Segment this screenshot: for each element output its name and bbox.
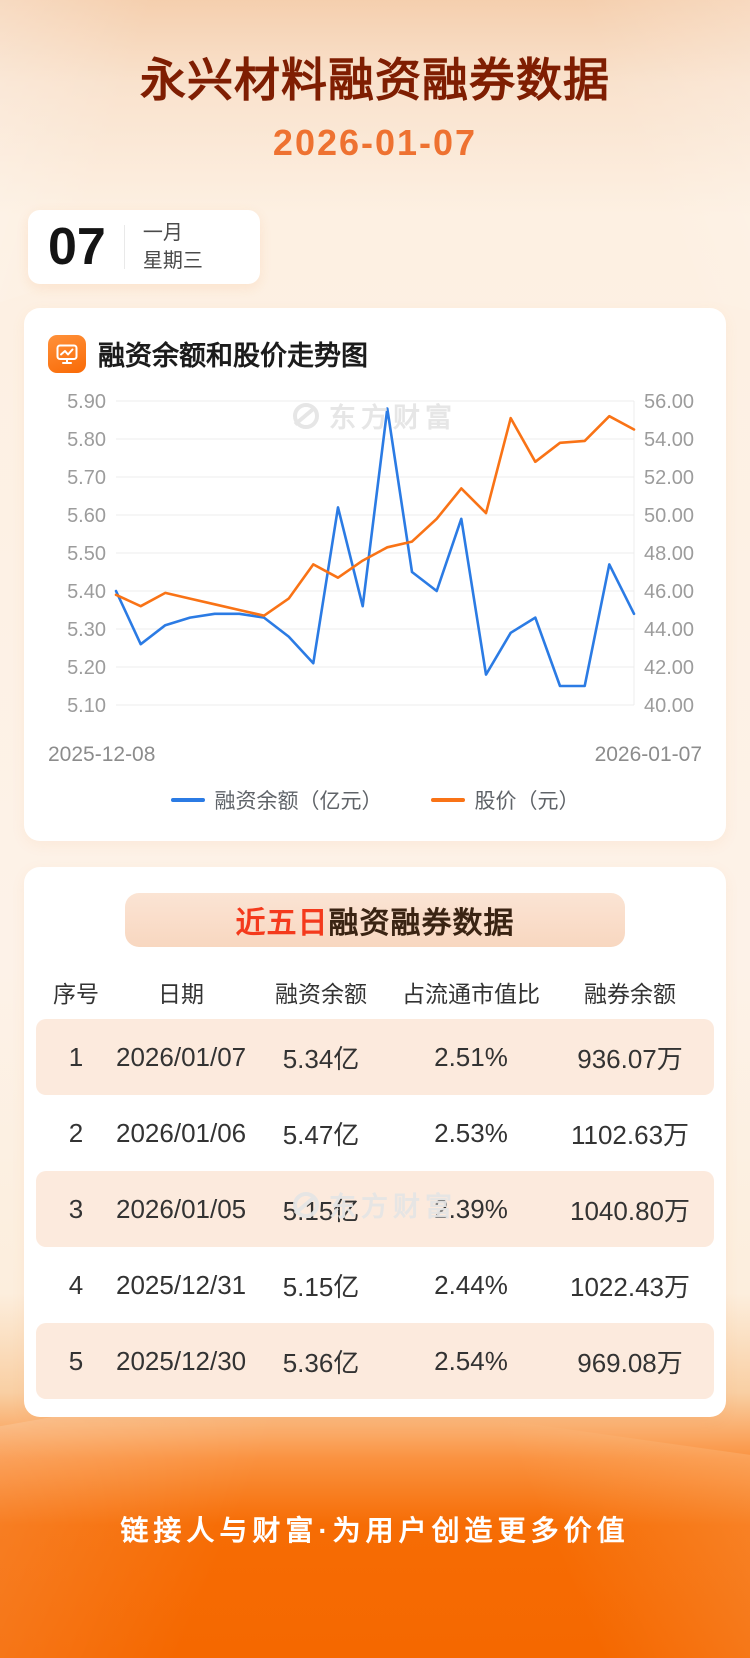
cell-short-balance: 1102.63万 — [570, 1119, 690, 1150]
svg-text:5.30: 5.30 — [67, 619, 106, 641]
svg-text:5.50: 5.50 — [67, 543, 106, 565]
col-header-date: 日期 — [158, 981, 204, 1007]
cell-index: 4 — [68, 1269, 84, 1300]
cell-ratio: 2.54% — [434, 1345, 508, 1376]
legend-swatch-orange — [430, 798, 465, 802]
month-label: 一月 — [142, 222, 183, 244]
table-row: 3 2026/01/05 5.15亿 2.39% 1040.80万 — [36, 1171, 714, 1247]
svg-text:5.20: 5.20 — [67, 657, 106, 679]
svg-text:5.70: 5.70 — [67, 467, 106, 489]
chart-monitor-icon — [48, 334, 86, 373]
cell-date: 2025/12/30 — [116, 1345, 247, 1376]
table-row: 4 2025/12/31 5.15亿 2.44% 1022.43万 — [36, 1247, 714, 1323]
cell-date: 2026/01/06 — [116, 1117, 247, 1148]
table-title-highlight: 近五日 — [235, 907, 329, 940]
svg-text:52.00: 52.00 — [644, 467, 694, 489]
cell-index: 1 — [68, 1041, 84, 1072]
col-header-ratio: 占流通市值比 — [402, 981, 540, 1007]
five-day-table: 序号 日期 融资余额 占流通市值比 融券余额 1 2026/01/07 5.34… — [36, 965, 714, 1399]
cell-ratio: 2.53% — [434, 1117, 508, 1148]
table-title-badge: 近五日 融资融券数据 — [125, 893, 625, 947]
cell-balance: 5.34亿 — [282, 1043, 360, 1074]
svg-text:46.00: 46.00 — [644, 581, 694, 603]
footer: 链接人与财富·为用户创造更多价值 — [0, 1400, 750, 1658]
svg-text:5.40: 5.40 — [67, 581, 106, 603]
svg-text:48.00: 48.00 — [644, 543, 694, 565]
x-axis-labels: 2025-12-08 2026-01-07 — [48, 743, 702, 767]
chart-card: 融资余额和股价走势图 东方财富 5.90 56.00 5.80 54.00 5.70 52… — [24, 308, 726, 841]
cell-index: 2 — [68, 1117, 84, 1148]
chart-title: 融资余额和股价走势图 — [98, 341, 368, 371]
cell-date: 2026/01/07 — [116, 1041, 247, 1072]
svg-text:40.00: 40.00 — [644, 695, 694, 717]
day-number: 07 — [48, 218, 106, 276]
col-header-index: 序号 — [53, 981, 99, 1007]
svg-text:54.00: 54.00 — [644, 429, 694, 451]
date-card: 07 一月 星期三 — [28, 210, 260, 284]
legend-swatch-blue — [170, 798, 205, 802]
svg-text:44.00: 44.00 — [644, 619, 694, 641]
cell-date: 2025/12/31 — [116, 1269, 247, 1300]
table-title-rest: 融资融券数据 — [328, 907, 515, 940]
cell-ratio: 2.51% — [434, 1041, 508, 1072]
cell-balance: 5.15亿 — [282, 1195, 360, 1226]
table-row: 2 2026/01/06 5.47亿 2.53% 1102.63万 — [36, 1095, 714, 1171]
cell-short-balance: 936.07万 — [577, 1043, 683, 1074]
col-header-short-balance: 融券余额 — [584, 981, 676, 1007]
svg-text:5.60: 5.60 — [67, 505, 106, 527]
table-header-row: 序号 日期 融资余额 占流通市值比 融券余额 — [36, 965, 714, 1019]
cell-ratio: 2.44% — [434, 1269, 508, 1300]
dual-axis-line-chart: 5.90 56.00 5.80 54.00 5.70 52.00 5.60 50.00 5.50… — [67, 391, 694, 717]
svg-text:50.00: 50.00 — [644, 505, 694, 527]
cell-index: 5 — [68, 1345, 84, 1376]
svg-text:5.80: 5.80 — [67, 429, 106, 451]
svg-text:5.90: 5.90 — [67, 391, 106, 413]
cell-balance: 5.47亿 — [282, 1119, 360, 1150]
cell-date: 2026/01/05 — [116, 1193, 247, 1224]
cell-balance: 5.36亿 — [282, 1347, 360, 1378]
date-card-details: 一月 星期三 — [143, 219, 203, 275]
table-row: 5 2025/12/30 5.36亿 2.54% 969.08万 — [36, 1323, 714, 1399]
x-axis-start-label: 2025-12-08 — [48, 743, 156, 766]
cell-balance: 5.15亿 — [282, 1271, 360, 1302]
page-date: 2026-01-07 — [272, 122, 478, 163]
cell-short-balance: 1040.80万 — [570, 1195, 690, 1226]
cell-index: 3 — [68, 1193, 84, 1224]
weekday-label: 星期三 — [142, 250, 203, 272]
chart-header: 融资余额和股价走势图 — [48, 334, 702, 373]
chart-legend: 融资余额（亿元） 股价（元） — [48, 785, 702, 821]
footer-slogan: 链接人与财富·为用户创造更多价值 — [120, 1515, 630, 1546]
cell-short-balance: 969.08万 — [577, 1347, 683, 1378]
table-card: 近五日 融资融券数据 东方财富 序号 日期 融资余额 占流通市值比 融券余额 1… — [24, 867, 726, 1417]
svg-text:56.00: 56.00 — [644, 391, 694, 413]
legend-item-stock-price: 股价（元） — [430, 785, 580, 815]
legend-label-margin-balance: 融资余额（亿元） — [214, 790, 383, 813]
table-row: 1 2026/01/07 5.34亿 2.51% 936.07万 — [36, 1019, 714, 1095]
col-header-balance: 融资余额 — [275, 981, 367, 1007]
legend-label-stock-price: 股价（元） — [474, 790, 580, 813]
date-card-divider — [123, 225, 125, 269]
cell-short-balance: 1022.43万 — [570, 1271, 690, 1302]
page-title: 永兴材料融资融券数据 — [140, 54, 610, 106]
cell-ratio: 2.39% — [434, 1193, 508, 1224]
svg-text:5.10: 5.10 — [67, 695, 106, 717]
x-axis-end-label: 2026-01-07 — [594, 743, 702, 766]
svg-text:42.00: 42.00 — [644, 657, 694, 679]
legend-item-margin-balance: 融资余额（亿元） — [170, 785, 383, 815]
